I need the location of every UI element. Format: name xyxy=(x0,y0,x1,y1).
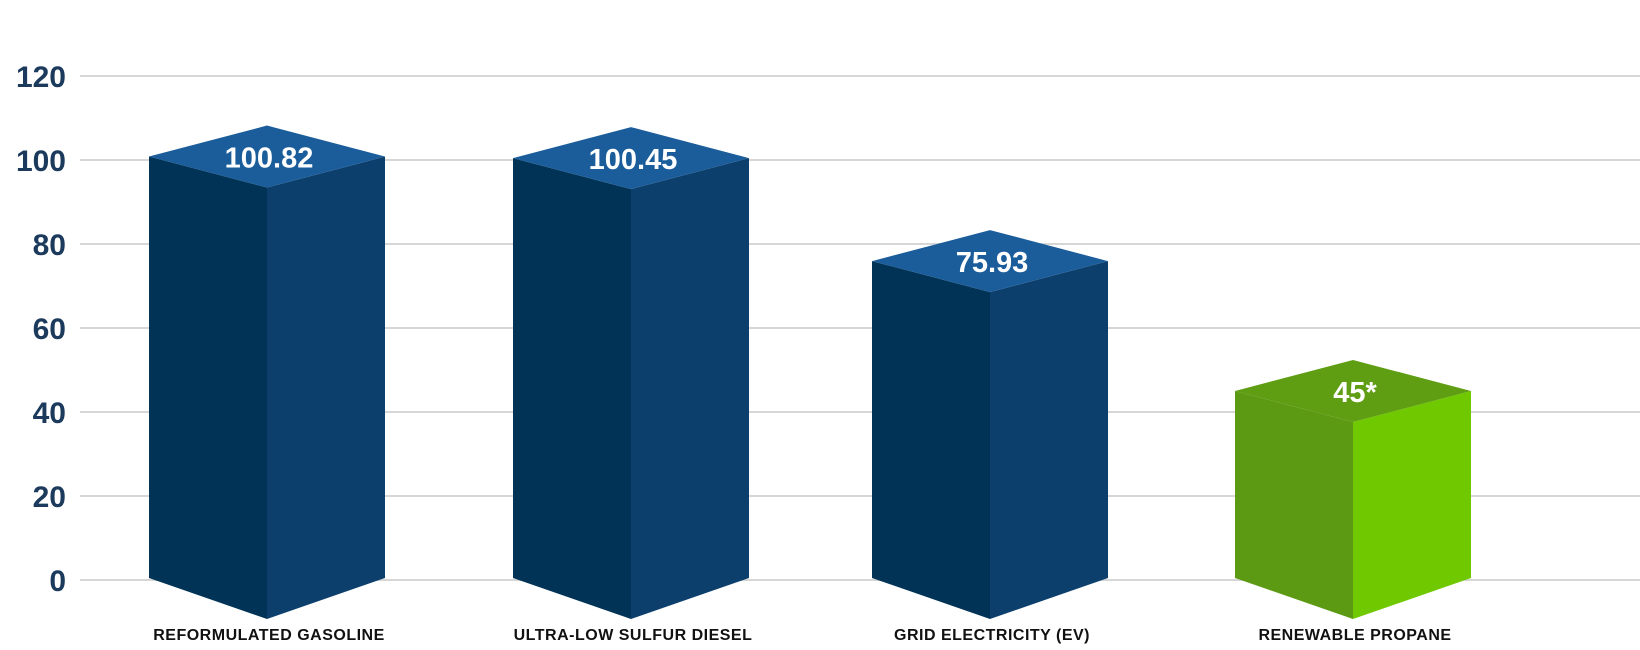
bar-value-label: 75.93 xyxy=(956,247,1029,279)
bar-right-face xyxy=(1353,391,1471,619)
bar-right-face xyxy=(631,158,749,620)
bar-left-face xyxy=(1235,391,1353,619)
y-tick-label: 20 xyxy=(33,481,66,514)
bar-top-face xyxy=(1235,360,1471,422)
bar: 100.45 xyxy=(513,127,749,620)
y-axis-ticks: 0 20 40 60 80 100 120 xyxy=(16,61,66,598)
x-axis-categories: REFORMULATED GASOLINE ULTRA-LOW SULFUR DI… xyxy=(153,627,1451,644)
bar-top-face xyxy=(513,127,749,190)
bar-top-face xyxy=(149,125,385,188)
y-tick-label: 40 xyxy=(33,397,66,430)
y-tick-label: 100 xyxy=(16,145,66,178)
bars: 100.82 100.45 75.93 45* xyxy=(149,125,1471,620)
y-tick-label: 120 xyxy=(16,61,66,94)
x-category-label: GRID ELECTRICITY (EV) xyxy=(894,627,1090,644)
y-tick-label: 80 xyxy=(33,229,66,262)
bar-top-face xyxy=(872,230,1108,293)
x-category-label: REFORMULATED GASOLINE xyxy=(153,627,385,644)
x-category-label: ULTRA-LOW SULFUR DIESEL xyxy=(514,627,753,644)
y-tick-label: 60 xyxy=(33,313,66,346)
bar-value-label: 45* xyxy=(1333,377,1377,409)
bar-value-label: 100.45 xyxy=(589,144,678,176)
bar-value-label: 100.82 xyxy=(225,143,314,175)
bar-left-face xyxy=(513,158,631,620)
bar-right-face xyxy=(990,261,1108,619)
bar-left-face xyxy=(149,156,267,619)
y-tick-label: 0 xyxy=(49,565,66,598)
bar: 100.82 xyxy=(149,125,385,619)
x-category-label: RENEWABLE PROPANE xyxy=(1258,627,1451,644)
bar-left-face xyxy=(872,261,990,619)
bar: 45* xyxy=(1235,360,1471,619)
bar-right-face xyxy=(267,156,385,619)
bar: 75.93 xyxy=(872,230,1108,619)
